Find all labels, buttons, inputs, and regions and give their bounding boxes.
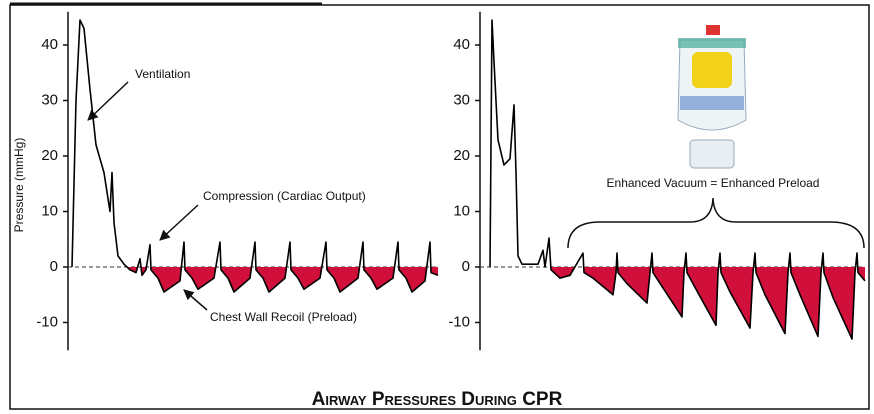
y-tick-label: 20 xyxy=(41,147,58,164)
y-tick-label: 40 xyxy=(453,36,470,53)
y-tick-label: 10 xyxy=(41,202,58,219)
frame xyxy=(9,4,870,410)
figure-title: Airway Pressures During CPR xyxy=(312,389,563,410)
y-axis-label: Pressure (mmHg) xyxy=(12,138,26,233)
pressure-line xyxy=(489,19,866,340)
annotation: Compression (Cardiac Output) xyxy=(203,189,366,203)
y-tick-label: 40 xyxy=(41,36,58,53)
y-tick-label: -10 xyxy=(36,313,58,330)
device-illustration xyxy=(677,25,747,169)
device-port xyxy=(689,139,735,169)
arrow xyxy=(87,81,129,121)
y-tick-label: 30 xyxy=(41,91,58,108)
y-tick-label: 0 xyxy=(462,258,470,275)
y-tick-label: -10 xyxy=(448,313,470,330)
y-tick-label: 10 xyxy=(453,202,470,219)
annotation: Ventilation xyxy=(135,67,190,81)
pressure-line xyxy=(71,19,439,293)
annotation: Chest Wall Recoil (Preload) xyxy=(210,310,357,324)
y-tick-label: 0 xyxy=(50,258,58,275)
negative-area xyxy=(490,267,865,340)
annotation: Enhanced Vacuum = Enhanced Preload xyxy=(607,176,820,190)
y-tick-label: 20 xyxy=(453,147,470,164)
device-label xyxy=(680,96,744,110)
arrow xyxy=(159,204,199,241)
device-valve xyxy=(692,52,732,88)
bracket xyxy=(567,197,865,249)
device-cap xyxy=(706,25,720,35)
device-band xyxy=(678,38,746,48)
negative-area xyxy=(72,267,438,292)
arrow xyxy=(183,289,208,311)
y-tick-label: 30 xyxy=(453,91,470,108)
